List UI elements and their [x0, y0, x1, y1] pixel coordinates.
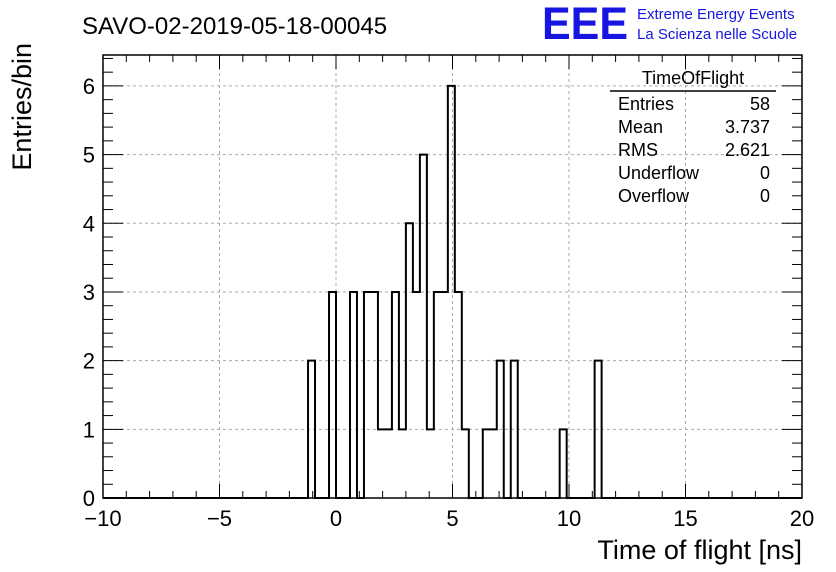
- y-tick-label: 1: [83, 417, 95, 442]
- stats-mean-value: 3.737: [725, 117, 770, 137]
- y-tick-label: 5: [83, 143, 95, 168]
- x-tick-label: 5: [446, 506, 458, 531]
- stats-overflow-label: Overflow: [618, 186, 690, 206]
- eee-logo: EEE Extreme Energy Events La Scienza nel…: [542, 0, 797, 49]
- stats-rms-label: RMS: [618, 140, 658, 160]
- histogram-series: [103, 84, 802, 499]
- x-tick-label: 0: [330, 506, 342, 531]
- y-tick-label: 0: [83, 486, 95, 511]
- stats-underflow-value: 0: [760, 163, 770, 183]
- x-tick-label: −5: [207, 506, 232, 531]
- eee-logo-line1: Extreme Energy Events: [637, 6, 795, 23]
- eee-logo-mark: EEE: [542, 0, 628, 49]
- x-tick-labels: −10 −5 0 5 10 15 20: [84, 506, 814, 531]
- x-tick-label: 20: [790, 506, 814, 531]
- y-tick-label: 4: [83, 211, 95, 236]
- grid-lines: [103, 55, 802, 498]
- x-axis-label: Time of flight [ns]: [597, 535, 802, 565]
- stats-mean-label: Mean: [618, 117, 663, 137]
- stats-entries-value: 58: [750, 94, 770, 114]
- y-tick-labels: 0 1 2 3 4 5 6: [83, 74, 95, 511]
- y-tick-label: 6: [83, 74, 95, 99]
- chart-title: SAVO-02-2019-05-18-00045: [82, 13, 387, 40]
- x-tick-label: 10: [557, 506, 581, 531]
- x-tick-label: 15: [673, 506, 697, 531]
- stats-entries-label: Entries: [618, 94, 674, 114]
- y-axis-label: Entries/bin: [7, 43, 37, 171]
- y-tick-label: 2: [83, 349, 95, 374]
- y-tick-label: 3: [83, 280, 95, 305]
- stats-overflow-value: 0: [760, 186, 770, 206]
- plot-frame: [102, 54, 803, 499]
- stats-rms-value: 2.621: [725, 140, 770, 160]
- stats-title: TimeOfFlight: [642, 68, 744, 88]
- stats-box: TimeOfFlight Entries 58 Mean 3.737 RMS 2…: [610, 68, 776, 206]
- eee-logo-line2: La Scienza nelle Scuole: [637, 26, 797, 43]
- stats-underflow-label: Underflow: [618, 163, 700, 183]
- x-tick-label: −10: [84, 506, 121, 531]
